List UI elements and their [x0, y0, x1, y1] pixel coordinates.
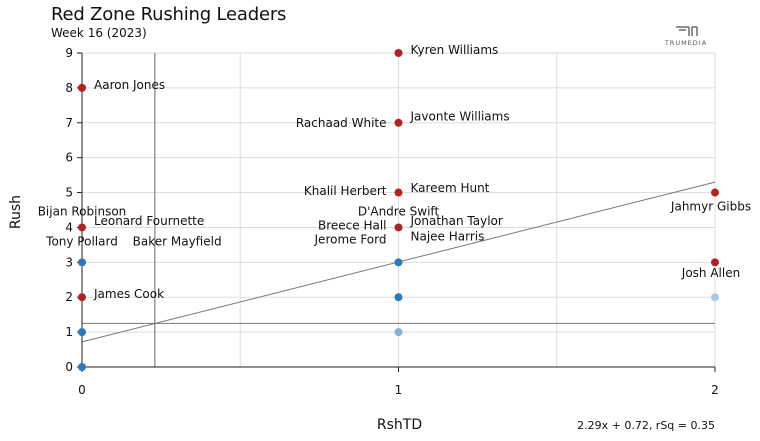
y-tick-label: 4 — [65, 220, 73, 234]
point-label: Najee Harris — [411, 230, 485, 244]
point-label: Baker Mayfield — [133, 234, 222, 248]
data-point — [394, 223, 403, 232]
data-point — [394, 118, 403, 127]
y-tick-label: 2 — [65, 290, 73, 304]
data-point — [711, 293, 719, 302]
y-tick-label: 8 — [65, 81, 73, 95]
data-point — [394, 328, 403, 337]
y-tick-label: 1 — [65, 325, 73, 339]
y-tick-label: 5 — [65, 186, 73, 200]
regression-label: 2.29x + 0.72, rSq = 0.35 — [577, 419, 715, 432]
y-tick-label: 6 — [65, 151, 73, 165]
point-label: Jahmyr Gibbs — [670, 200, 751, 214]
chart-subtitle: Week 16 (2023) — [51, 26, 147, 40]
y-tick-label: 7 — [65, 116, 73, 130]
point-label: Breece Hall — [318, 219, 387, 233]
data-point — [711, 188, 719, 197]
data-point — [78, 258, 86, 267]
point-label: Bijan Robinson — [38, 205, 127, 219]
data-point — [394, 49, 403, 57]
y-tick-label: 3 — [65, 255, 73, 269]
y-tick-label: 9 — [65, 46, 73, 60]
data-point — [78, 223, 86, 232]
point-label: Kyren Williams — [411, 43, 499, 57]
point-label: Tony Pollard — [45, 234, 118, 248]
logo-text: TRUMEDIA — [664, 39, 708, 47]
point-label: Leonard Fournette — [94, 214, 204, 228]
y-axis-title: Rush — [8, 195, 24, 229]
point-label: James Cook — [93, 287, 164, 301]
x-tick-label: 1 — [395, 383, 403, 397]
data-point — [394, 258, 403, 267]
point-label: D'Andre Swift — [358, 205, 440, 219]
point-label: Aaron Jones — [94, 78, 165, 92]
point-label: Kareem Hunt — [411, 181, 490, 195]
point-label: Javonte Williams — [410, 109, 510, 123]
data-point — [711, 258, 719, 267]
point-label: Jerome Ford — [314, 233, 387, 247]
x-tick-label: 0 — [78, 383, 86, 397]
data-point — [78, 293, 86, 302]
x-axis-title: RshTD — [377, 417, 422, 433]
x-tick-label: 2 — [711, 383, 719, 397]
trumedia-logo: TRUMEDIA — [656, 24, 716, 50]
logo-mark-icon — [676, 26, 698, 36]
point-label: Jonathan Taylor — [410, 214, 503, 228]
chart-title: Red Zone Rushing Leaders — [51, 4, 287, 25]
data-point — [78, 363, 86, 371]
data-point — [78, 83, 86, 92]
data-point — [394, 293, 403, 302]
y-tick-label: 0 — [65, 360, 73, 374]
data-point — [78, 328, 86, 337]
data-point — [394, 188, 403, 197]
point-label: Josh Allen — [681, 266, 740, 280]
point-label: Rachaad White — [296, 116, 387, 130]
point-label: Khalil Herbert — [304, 184, 387, 198]
